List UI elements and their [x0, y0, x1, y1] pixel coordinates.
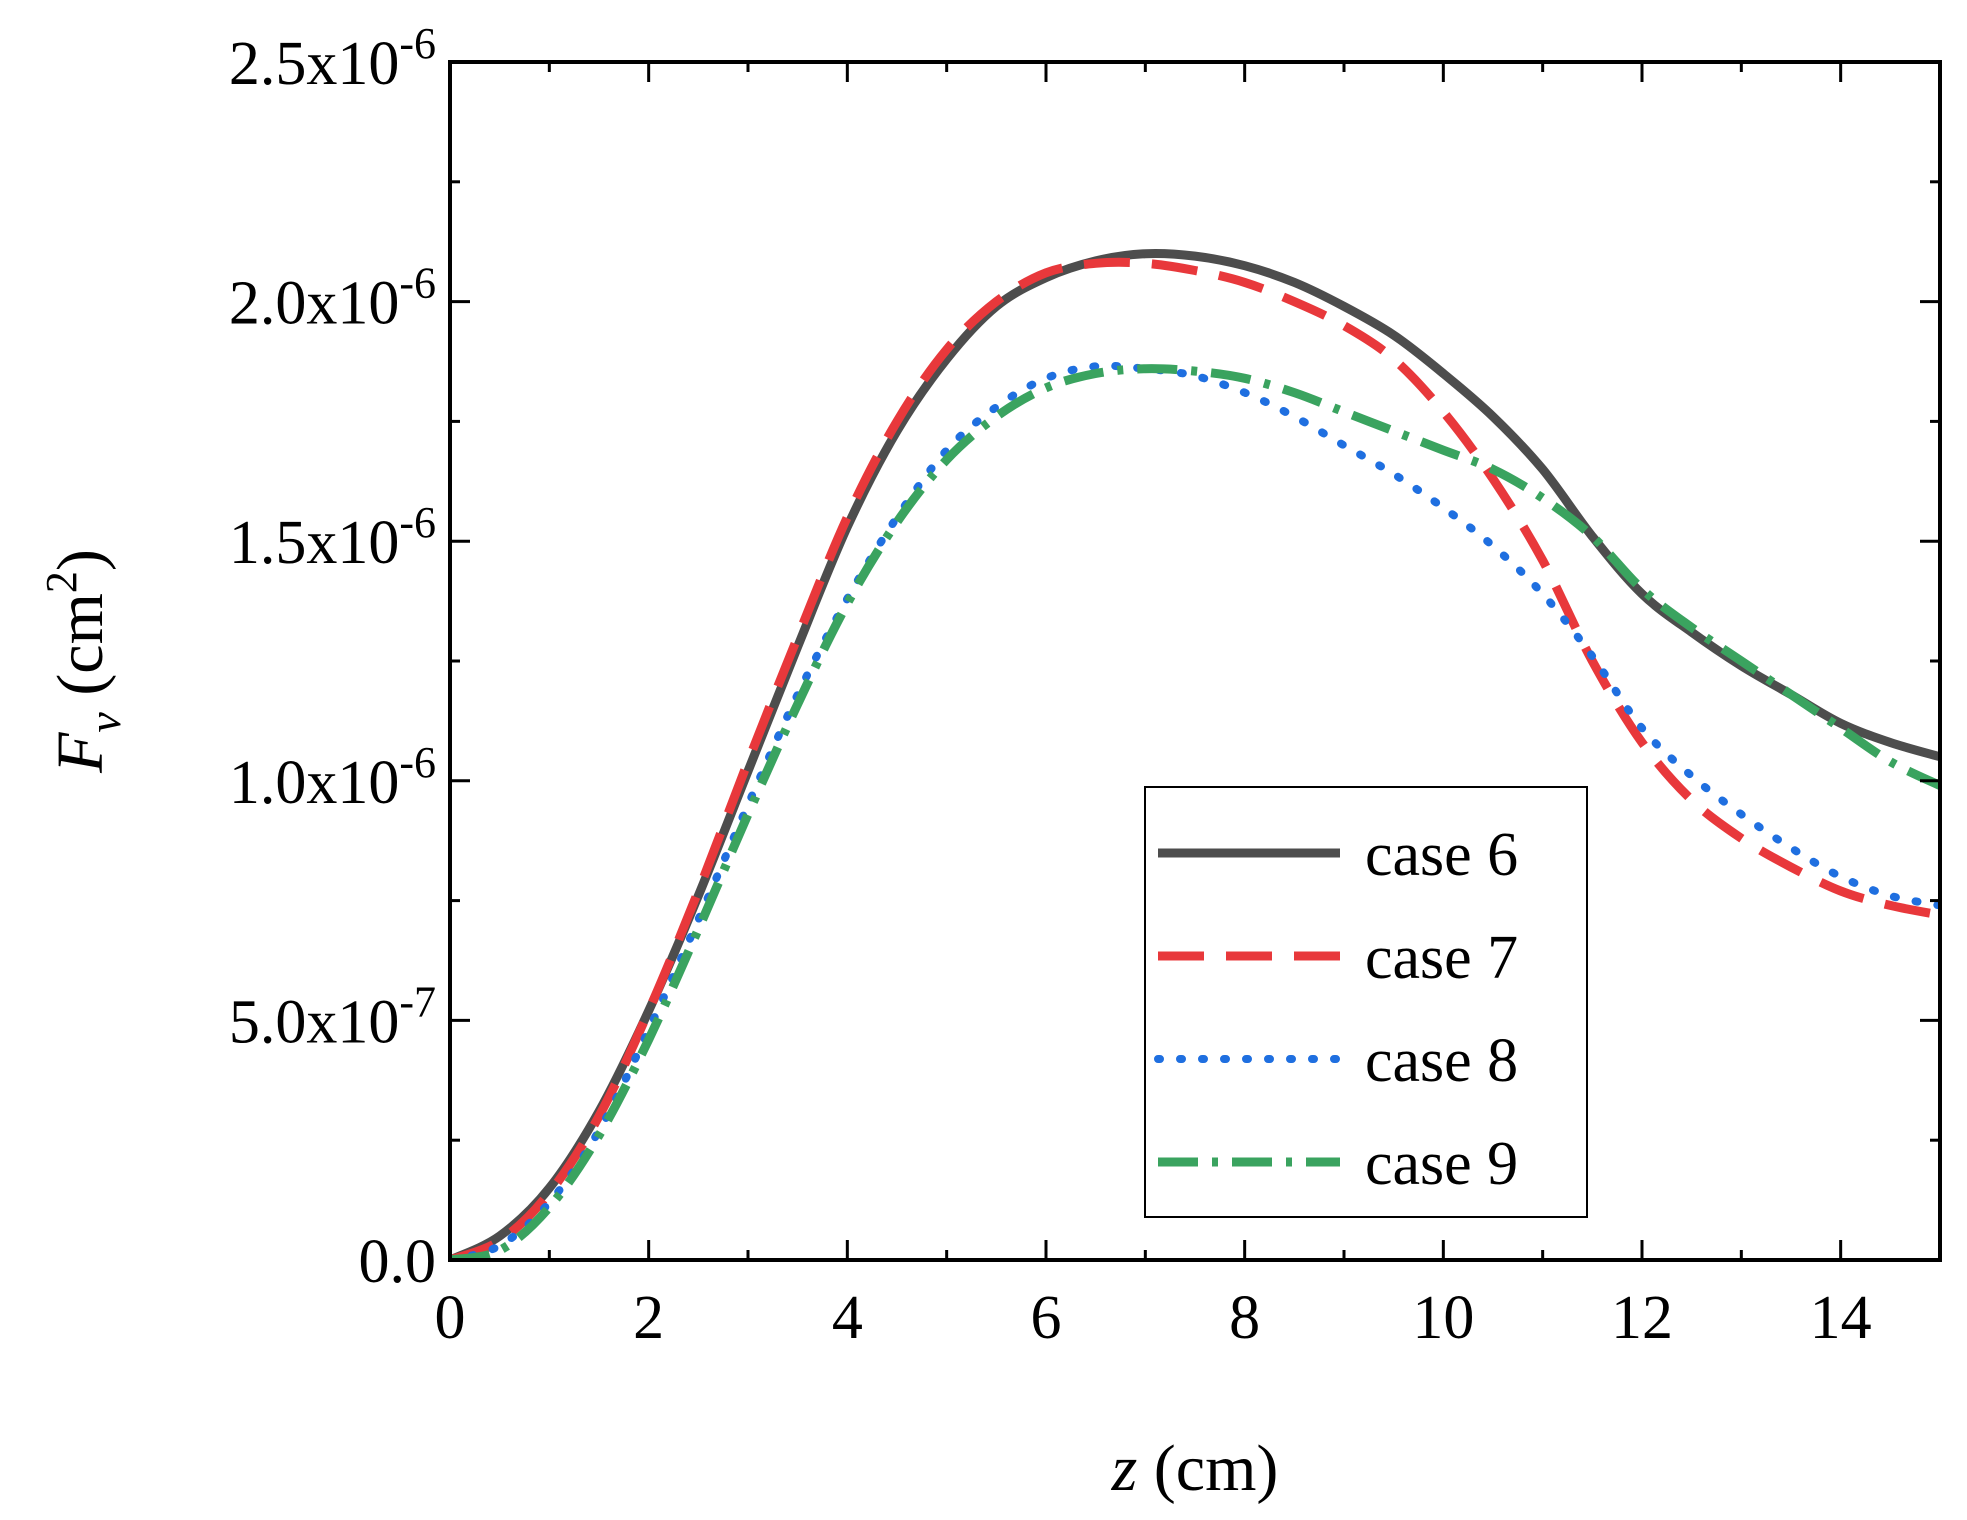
legend-label: case 8: [1365, 1027, 1518, 1095]
legend-label: case 9: [1365, 1130, 1518, 1198]
x-tick-label: 0: [435, 1284, 466, 1352]
y-tick-label: 1.5x10-6: [229, 498, 436, 577]
legend-box: [1144, 786, 1588, 1218]
x-tick-label: 8: [1229, 1284, 1260, 1352]
x-tick-label: 10: [1412, 1284, 1474, 1352]
y-tick-label: 5.0x10-7: [229, 977, 436, 1056]
y-tick-label: 0.0: [359, 1228, 437, 1296]
ticks-layer: 0 2 4 6 8 10 12 14 0.0 5.0x10-7 1.0x10-6 1.5x10-6 2.…: [229, 19, 1940, 1352]
x-tick-label: 2: [633, 1284, 664, 1352]
x-axis-unit: (cm): [1137, 1432, 1278, 1505]
series-line-case-8: [450, 361, 1940, 1260]
y-axis-var: F: [44, 732, 117, 774]
y-tick-label: 1.0x10-6: [229, 738, 436, 817]
y-axis-unit-open: (cm: [44, 593, 117, 712]
x-axis-var: z: [1111, 1432, 1138, 1505]
x-axis-title: z (cm): [1111, 1432, 1279, 1505]
series-layer: [450, 248, 1940, 1260]
y-axis-unit-close: ): [44, 549, 117, 571]
legend: case 6 case 7 case 8 case 9: [1144, 786, 1588, 1218]
x-tick-label: 14: [1810, 1284, 1872, 1352]
y-tick-label: 2.0x10-6: [229, 259, 436, 338]
series-line-case-9: [450, 364, 1940, 1260]
y-tick-label: 2.5x10-6: [229, 19, 436, 98]
y-axis-sub: v: [79, 712, 130, 733]
x-tick-label: 6: [1031, 1284, 1062, 1352]
y-axis-title-group: Fv (cm2): [37, 549, 130, 774]
series-line-case-7: [450, 257, 1940, 1260]
x-tick-label: 12: [1611, 1284, 1673, 1352]
legend-label: case 7: [1365, 924, 1518, 992]
legend-label: case 6: [1365, 821, 1518, 889]
y-axis-unit-sup: 2: [37, 571, 86, 593]
x-tick-label: 4: [832, 1284, 863, 1352]
y-axis-title: Fv (cm2): [37, 549, 130, 774]
